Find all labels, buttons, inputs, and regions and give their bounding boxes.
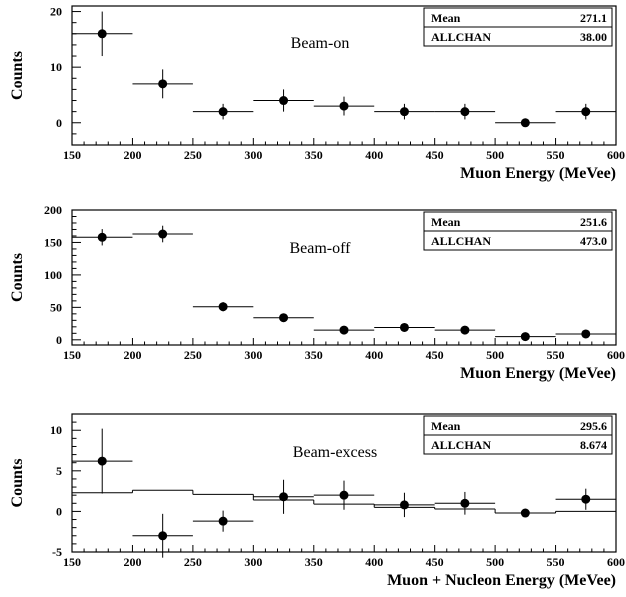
x-tick-label: 300 (244, 555, 262, 569)
y-tick-label: 20 (50, 5, 62, 19)
stats-value: 473.0 (580, 234, 607, 248)
x-tick-label: 350 (305, 148, 323, 162)
x-tick-label: 150 (63, 148, 81, 162)
stats-label: Mean (431, 215, 461, 229)
plot-frame (71, 5, 617, 146)
data-point (97, 456, 107, 466)
x-tick-label: 200 (123, 148, 141, 162)
x-tick-label: 450 (426, 348, 444, 362)
data-point (581, 494, 591, 504)
x-tick-label: 150 (63, 555, 81, 569)
panel-annotation: Beam-excess (293, 444, 377, 461)
data-point (97, 232, 107, 242)
data-point (218, 302, 228, 312)
y-tick-label: 150 (44, 235, 62, 249)
x-tick-label: 450 (426, 555, 444, 569)
y-tick-label: 10 (50, 60, 62, 74)
x-tick-label: 200 (123, 555, 141, 569)
x-tick-label: 500 (486, 348, 504, 362)
data-point (158, 229, 168, 239)
x-tick-label: 500 (486, 148, 504, 162)
stats-value: 8.674 (580, 438, 607, 452)
data-point (581, 329, 591, 339)
y-tick-label: 0 (56, 116, 62, 130)
stats-value: 251.6 (580, 215, 607, 229)
data-point (279, 313, 289, 323)
x-tick-label: 550 (547, 348, 565, 362)
x-axis-title: Muon Energy (MeVee) (460, 165, 616, 182)
stats-value: 295.6 (580, 419, 607, 433)
data-point (339, 490, 349, 500)
data-point (339, 325, 349, 335)
y-tick-label: 100 (44, 268, 62, 282)
data-point (520, 332, 530, 342)
data-point (279, 96, 289, 106)
data-point (460, 325, 470, 335)
x-tick-label: 400 (365, 555, 383, 569)
y-tick-label: 5 (56, 464, 62, 478)
data-point (460, 498, 470, 508)
y-tick-label: 50 (50, 300, 62, 314)
x-tick-label: 250 (184, 148, 202, 162)
y-tick-label: 10 (50, 423, 62, 437)
plot-frame (71, 209, 617, 346)
plot-frame (71, 413, 617, 553)
y-tick-label: -5 (52, 545, 62, 559)
stats-label: ALLCHAN (431, 438, 491, 452)
x-tick-label: 550 (547, 555, 565, 569)
y-tick-label: 0 (56, 333, 62, 347)
stats-label: ALLCHAN (431, 234, 491, 248)
x-tick-label: 600 (607, 555, 625, 569)
data-point (218, 516, 228, 526)
data-point (218, 107, 228, 117)
data-point (158, 531, 168, 541)
panel-annotation: Beam-off (289, 240, 351, 257)
x-tick-label: 200 (123, 348, 141, 362)
y-tick-label: 0 (56, 504, 62, 518)
x-tick-label: 400 (365, 348, 383, 362)
data-point (399, 322, 409, 332)
data-point (279, 492, 289, 502)
data-point (399, 500, 409, 510)
y-axis-title: Counts (9, 51, 26, 100)
x-tick-label: 600 (607, 148, 625, 162)
y-axis-title: Counts (9, 459, 26, 508)
data-point (158, 79, 168, 89)
data-point (97, 29, 107, 39)
x-tick-label: 400 (365, 148, 383, 162)
panel-annotation: Beam-on (291, 35, 350, 52)
stats-value: 38.00 (580, 30, 607, 44)
x-tick-label: 450 (426, 148, 444, 162)
data-point (581, 107, 591, 117)
x-axis-title: Muon Energy (MeVee) (460, 365, 616, 382)
x-tick-label: 600 (607, 348, 625, 362)
panel-3: 150 200 250 300 350 400 450 500 550 600 -5 0 5 10 Coun… (9, 413, 625, 589)
data-point (399, 107, 409, 117)
stats-label: Mean (431, 419, 461, 433)
stats-label: ALLCHAN (431, 30, 491, 44)
data-point (520, 118, 530, 128)
x-tick-label: 300 (244, 148, 262, 162)
x-tick-label: 300 (244, 348, 262, 362)
stats-label: Mean (431, 11, 461, 25)
x-tick-label: 350 (305, 555, 323, 569)
x-tick-label: 550 (547, 148, 565, 162)
data-point (339, 101, 349, 111)
x-axis-title: Muon + Nucleon Energy (MeVee) (387, 572, 616, 589)
x-tick-label: 350 (305, 348, 323, 362)
y-tick-label: 200 (44, 203, 62, 217)
x-tick-label: 500 (486, 555, 504, 569)
x-tick-label: 250 (184, 348, 202, 362)
x-tick-label: 250 (184, 555, 202, 569)
panel-2: 150 200 250 300 350 400 450 500 550 600 0 50 100 150 2… (9, 203, 625, 382)
data-point (460, 107, 470, 117)
panel-1: 150 200 250 300 350 400 450 500 550 600 0 10 20 Count… (9, 5, 625, 182)
y-axis-title: Counts (9, 253, 26, 302)
x-tick-label: 150 (63, 348, 81, 362)
stats-value: 271.1 (580, 11, 607, 25)
